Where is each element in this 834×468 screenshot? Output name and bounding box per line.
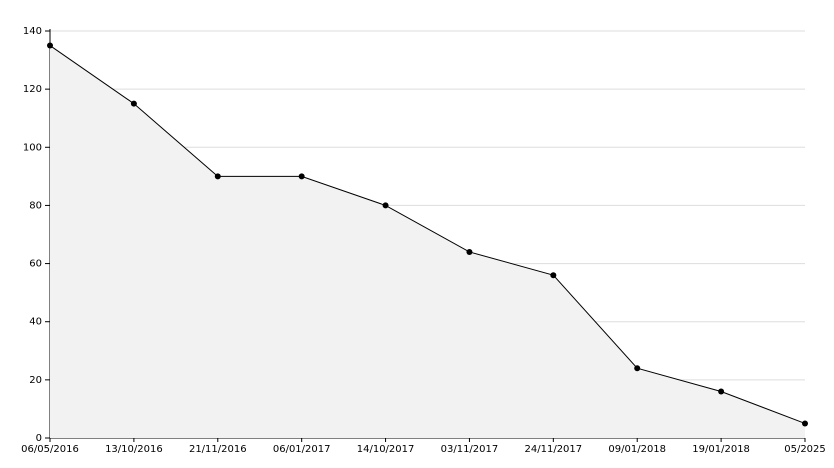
point	[466, 248, 473, 255]
point	[802, 420, 808, 427]
point	[550, 272, 557, 279]
x-tick-label: 05/2025	[784, 444, 826, 455]
x-tick-label: 13/10/2016	[105, 444, 163, 455]
y-tick-label: 140	[23, 26, 42, 37]
y-tick-label: 60	[29, 259, 42, 270]
y-tick-label: 20	[29, 375, 42, 386]
x-tick-label: 24/11/2017	[525, 444, 583, 455]
x-tick-label: 14/10/2017	[357, 444, 415, 455]
y-tick-label: 100	[23, 142, 42, 153]
point	[718, 388, 725, 395]
point	[382, 202, 389, 209]
point	[130, 100, 137, 107]
x-tick-label: 06/05/2016	[21, 444, 79, 455]
area	[50, 45, 805, 439]
x-tick-label: 21/11/2016	[189, 444, 247, 455]
point	[298, 173, 305, 180]
line	[49, 45, 806, 424]
point	[214, 173, 221, 180]
x-tick-label: 06/01/2017	[273, 444, 331, 455]
point	[634, 365, 641, 372]
y-tick-label: 0	[36, 433, 42, 444]
y-tick-label: 40	[29, 317, 42, 328]
y-tick-label: 120	[23, 84, 42, 95]
y-tick-label: 80	[29, 200, 42, 211]
point	[47, 42, 53, 49]
x-tick-label: 09/01/2018	[608, 444, 666, 455]
x-tick-label: 03/11/2017	[441, 444, 499, 455]
x-tick-label: 19/01/2018	[692, 444, 750, 455]
